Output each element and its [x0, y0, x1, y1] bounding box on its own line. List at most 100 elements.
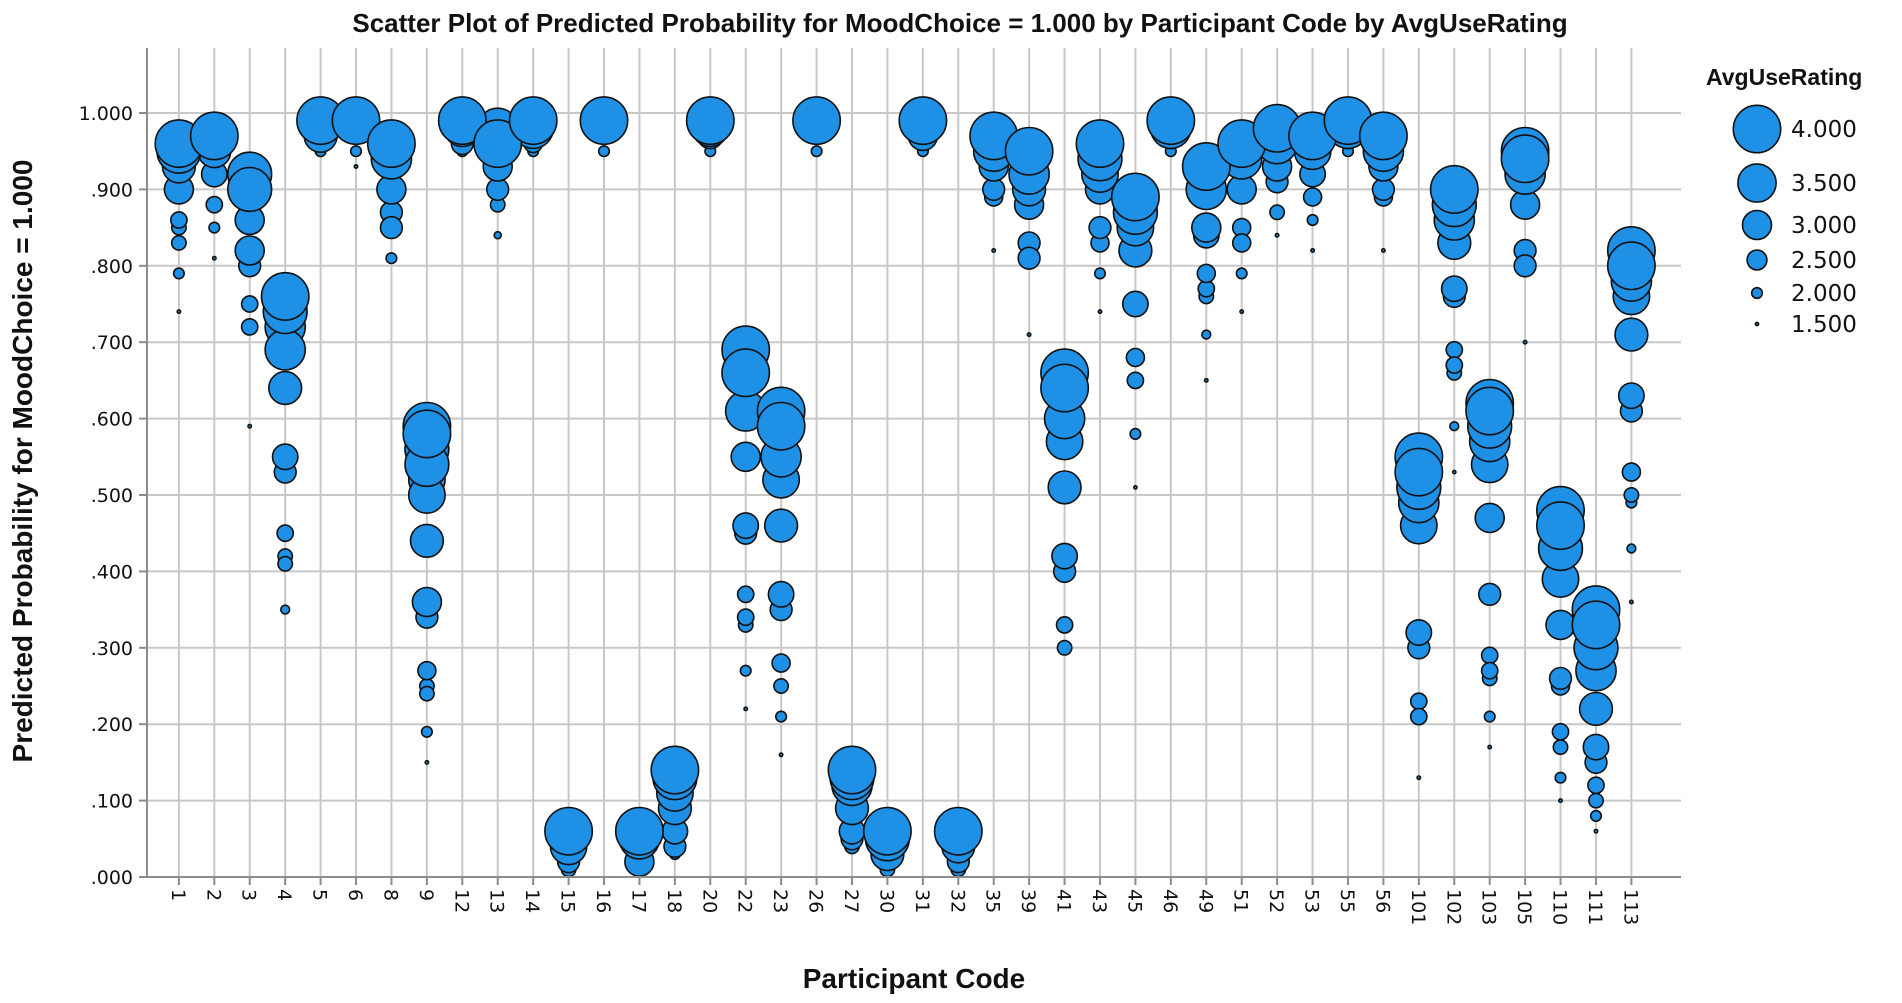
x-tick-label: 2	[202, 889, 224, 901]
data-point	[862, 806, 912, 856]
x-tick-label: 3	[238, 889, 260, 901]
data-point	[778, 752, 784, 758]
data-point	[1554, 771, 1567, 784]
data-point	[1004, 126, 1054, 176]
legend-label: 4.000	[1791, 117, 1857, 143]
data-point	[189, 111, 239, 161]
data-point	[898, 96, 948, 146]
data-point	[1017, 246, 1041, 270]
x-tick-label: 26	[805, 889, 827, 913]
data-point	[379, 215, 404, 240]
data-point	[1487, 744, 1493, 750]
data-point	[349, 145, 363, 158]
legend-label: 3.000	[1791, 213, 1857, 239]
data-point	[1480, 661, 1499, 680]
x-tick-label: 53	[1301, 889, 1323, 913]
data-point	[1440, 275, 1468, 303]
data-point	[234, 235, 265, 266]
x-tick-label: 43	[1088, 889, 1110, 913]
y-tick-label: .800	[91, 256, 133, 278]
data-point	[1110, 172, 1160, 222]
data-point	[991, 248, 997, 254]
data-point	[743, 706, 749, 712]
y-tick-label: 1.000	[79, 103, 133, 125]
data-point	[1129, 427, 1142, 441]
data-point	[424, 759, 430, 765]
x-tick-label: 16	[592, 889, 614, 913]
data-point	[1093, 267, 1107, 280]
data-point	[508, 96, 558, 146]
data-point	[685, 96, 735, 146]
x-tick-label: 5	[309, 889, 331, 901]
y-tick-label: .500	[91, 485, 133, 507]
data-point	[1231, 233, 1252, 253]
data-point	[732, 512, 760, 540]
data-point	[208, 221, 221, 234]
x-tick-label: 113	[1619, 889, 1641, 925]
legend-swatch	[1732, 104, 1782, 154]
data-point	[1513, 254, 1537, 278]
x-tick-label: 51	[1230, 889, 1252, 913]
x-tick-label: 14	[521, 889, 543, 913]
data-point	[385, 252, 398, 265]
x-tick-label: 22	[734, 889, 756, 913]
data-point	[1310, 248, 1316, 254]
data-point	[1405, 618, 1433, 646]
data-point	[1051, 542, 1079, 570]
y-tick-label: .600	[91, 409, 133, 431]
data-point	[1623, 486, 1640, 503]
chart-title: Scatter Plot of Predicted Probability fo…	[352, 8, 1567, 38]
data-point	[1121, 290, 1149, 318]
y-tick-label: .700	[91, 332, 133, 354]
x-tick-label: 55	[1336, 889, 1358, 913]
legend-title: AvgUseRating	[1706, 64, 1862, 90]
data-point	[1201, 329, 1212, 340]
legend: AvgUseRating 4.000 3.500 3.000 2.500 2.000 1.…	[1706, 64, 1862, 338]
x-tick-label: 52	[1265, 889, 1287, 913]
data-point	[240, 295, 259, 313]
data-point	[1480, 646, 1499, 665]
data-point	[1626, 543, 1637, 554]
legend-label: 2.500	[1791, 248, 1857, 274]
data-point	[756, 401, 806, 451]
data-point	[810, 145, 823, 158]
data-point	[721, 348, 771, 398]
data-point	[1274, 232, 1280, 238]
data-point	[353, 164, 359, 170]
data-point	[1416, 775, 1422, 781]
data-point	[1239, 309, 1245, 315]
x-tick-label: 30	[875, 889, 897, 913]
data-point	[240, 317, 259, 336]
data-point	[1445, 340, 1464, 359]
data-point	[280, 604, 291, 615]
data-point	[271, 443, 299, 471]
x-tick-label: 1	[167, 889, 189, 901]
data-point	[1465, 386, 1515, 436]
legend-swatch	[1750, 286, 1764, 300]
data-point	[1097, 309, 1103, 315]
x-tick-label: 110	[1549, 889, 1571, 925]
data-point	[1588, 792, 1605, 809]
x-tick-label: 20	[698, 889, 720, 913]
data-point	[176, 309, 182, 315]
x-tick-label: 15	[557, 889, 579, 913]
data-point	[1617, 382, 1645, 410]
y-tick-label: .900	[91, 179, 133, 201]
data-point	[247, 423, 253, 429]
data-point	[169, 211, 188, 229]
data-point	[579, 96, 629, 146]
data-point	[170, 234, 187, 251]
data-point	[730, 441, 762, 473]
data-point	[1191, 212, 1222, 243]
data-point	[276, 524, 295, 543]
legend-swatch	[1754, 321, 1760, 327]
data-point	[1614, 317, 1649, 352]
legend-swatch	[1737, 163, 1777, 203]
data-point	[1474, 502, 1505, 534]
data-point	[827, 745, 877, 795]
data-point	[1358, 111, 1408, 161]
data-point	[1235, 267, 1248, 280]
x-tick-label: 23	[769, 889, 791, 913]
data-point	[1181, 142, 1231, 192]
data-point	[1500, 134, 1550, 184]
